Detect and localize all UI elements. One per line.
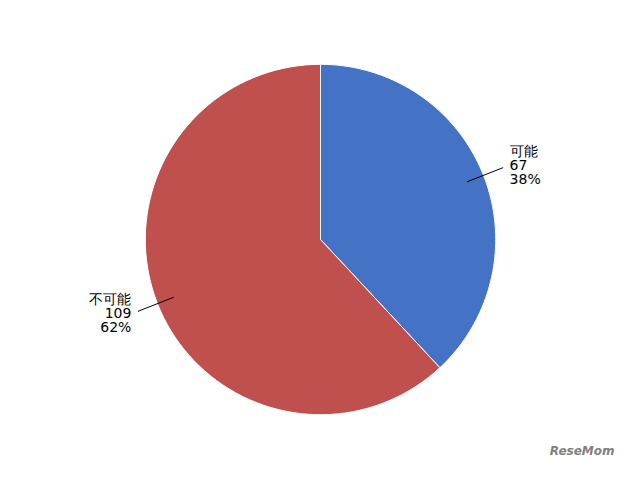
svg-text:不可能10962%: 不可能10962% [89, 291, 131, 335]
svg-text:可能6738%: 可能6738% [510, 143, 541, 187]
svg-text:ReseMom: ReseMom [550, 444, 615, 458]
